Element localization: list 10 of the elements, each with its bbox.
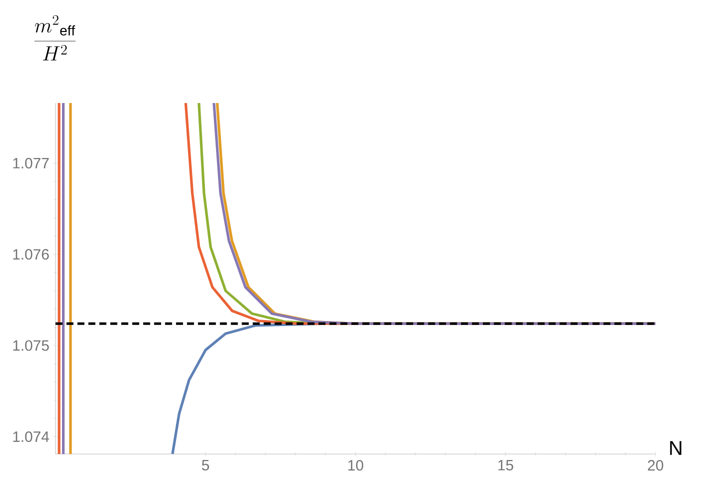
x-tick-label: 15	[498, 460, 514, 470]
x-tick-label: 10	[348, 460, 364, 471]
x-tick-label: 20	[648, 460, 664, 471]
y-tick-label: 1.076	[13, 249, 49, 260]
y-axis-title: $\frac{m^{2}{}_{\mathrm{eff}}}{H^{2}}$	[34, 15, 76, 60]
x-axis-title: N	[670, 441, 682, 455]
y-tick-label: 1.077	[13, 158, 49, 168]
x-tick-label: 5	[202, 460, 210, 470]
y-tick-label: 1.075	[13, 340, 49, 351]
y-tick-label: 1.074	[13, 431, 50, 442]
